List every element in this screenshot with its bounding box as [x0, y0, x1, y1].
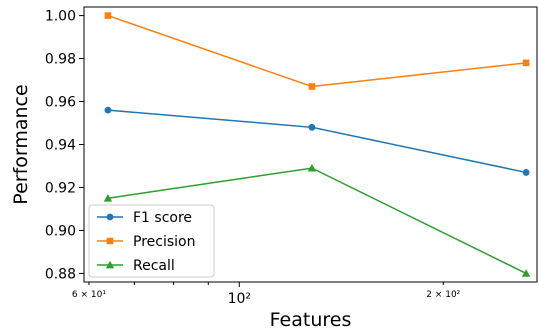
- legend-entry-recall: Recall: [97, 258, 175, 274]
- legend-entry-precision: Precision: [97, 234, 195, 250]
- data-point-recall: [103, 194, 113, 202]
- data-point-recall: [307, 163, 317, 172]
- series-precision: [104, 12, 530, 90]
- y-tick-label: 1.00: [45, 9, 76, 25]
- legend-box: [88, 204, 215, 278]
- data-point-precision: [522, 59, 530, 67]
- data-point-recall: [521, 269, 531, 277]
- x-tick-label: 10²: [228, 291, 251, 307]
- data-point-precision: [104, 12, 112, 19]
- series-line-f1-score: [107, 109, 527, 174]
- plot-frame: [83, 6, 538, 283]
- data-point-f1-score: [308, 123, 316, 131]
- x-minor-tick-label: 2 × 10²: [426, 290, 460, 300]
- legend-marker: [106, 213, 114, 221]
- data-point-f1-score: [104, 106, 112, 114]
- legend-marker: [105, 260, 115, 269]
- y-tick-label: 0.96: [45, 95, 76, 111]
- legend: F1 score Precision Recall: [88, 204, 215, 278]
- x-axis-label: Features: [270, 309, 352, 330]
- series-f1-score: [104, 106, 530, 176]
- y-tick-label: 0.94: [45, 138, 76, 154]
- y-axis-label: Performance: [10, 84, 32, 204]
- data-point-f1-score: [522, 169, 530, 176]
- x-axis-ticks: 10² 6 × 10¹ 2 × 10²: [72, 282, 461, 307]
- data-point-precision: [308, 83, 316, 90]
- y-tick-label: 0.88: [45, 266, 76, 282]
- legend-entry-f1-score: F1 score: [97, 210, 192, 226]
- legend-label: Precision: [133, 234, 195, 250]
- y-tick-label: 0.98: [45, 52, 76, 68]
- series-layer: [103, 12, 531, 277]
- series-recall: [103, 163, 531, 277]
- legend-label: Recall: [133, 258, 175, 274]
- legend-label: F1 score: [133, 210, 192, 226]
- y-tick-label: 0.92: [45, 180, 76, 196]
- legend-marker: [106, 237, 114, 245]
- y-tick-label: 0.90: [45, 223, 76, 239]
- y-axis-ticks: 0.88 0.90 0.92 0.94 0.96 0.98 1.00: [45, 9, 84, 282]
- x-minor-tick-label: 6 × 10¹: [72, 290, 106, 300]
- series-line-precision: [107, 14, 527, 88]
